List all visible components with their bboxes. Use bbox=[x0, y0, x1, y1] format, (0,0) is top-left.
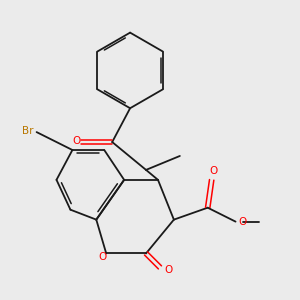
Text: O: O bbox=[164, 265, 172, 275]
Text: O: O bbox=[209, 166, 218, 176]
Text: O: O bbox=[72, 136, 80, 146]
Text: Br: Br bbox=[22, 125, 33, 136]
Text: O: O bbox=[98, 252, 106, 262]
Text: O: O bbox=[238, 218, 246, 227]
